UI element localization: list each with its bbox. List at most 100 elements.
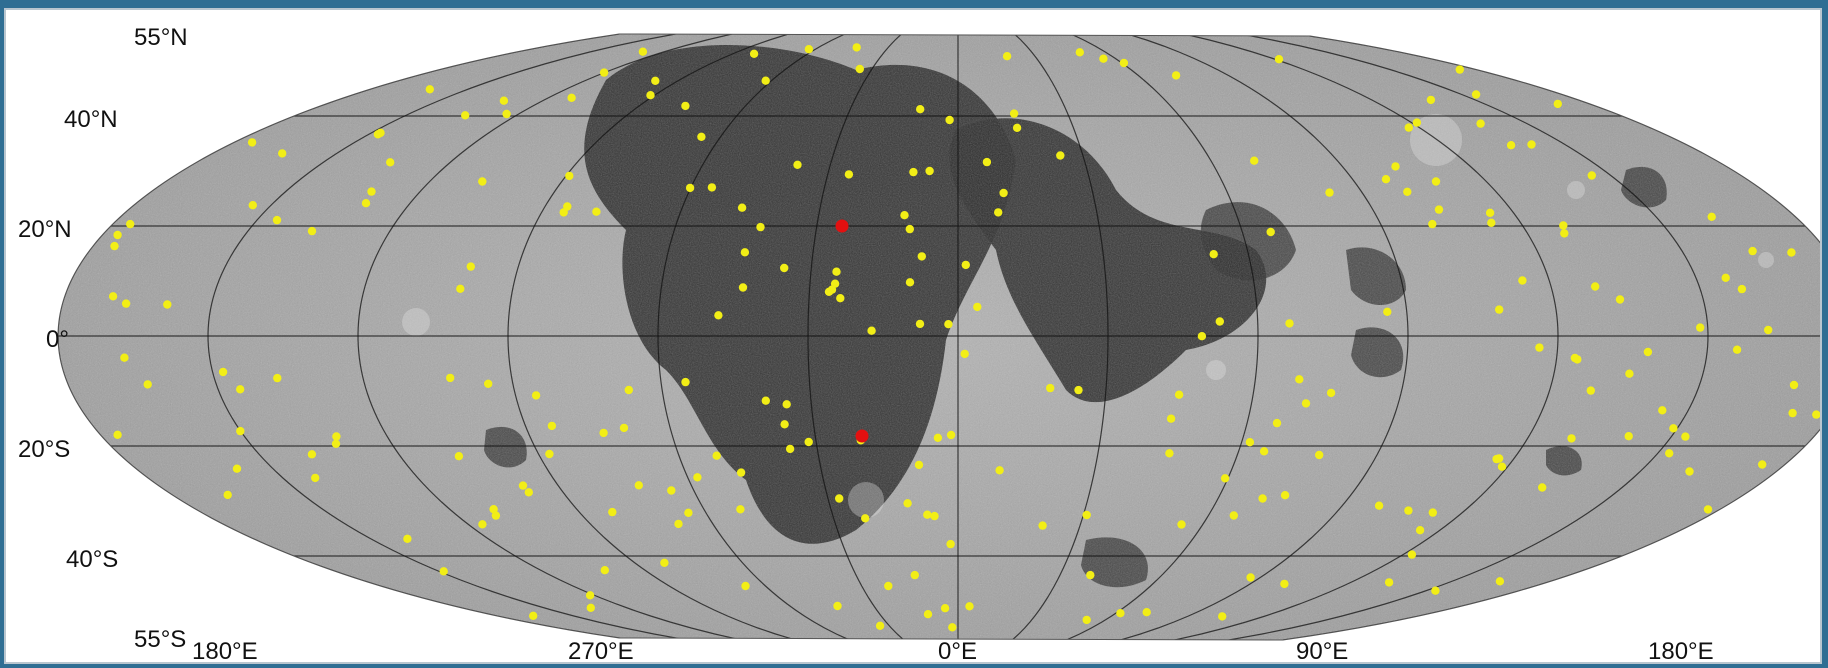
yellow-marker [1428,219,1437,229]
yellow-marker [1250,156,1259,165]
yellow-marker [707,183,717,192]
yellow-marker [1074,385,1083,395]
yellow-marker [836,294,845,303]
yellow-marker [948,623,957,632]
yellow-marker [646,91,655,100]
yellow-marker [1075,48,1085,57]
yellow-marker [608,507,617,517]
yellow-marker [1455,65,1465,74]
yellow-marker [1056,151,1065,160]
yellow-marker [1535,343,1544,352]
yellow-marker [1518,276,1527,285]
yellow-marker [1497,462,1507,471]
yellow-marker [945,115,954,125]
lunar-map [57,33,1820,641]
yellow-marker [923,510,932,519]
lat-label-20s: 20°S [18,436,71,463]
yellow-marker [592,207,601,216]
yellow-marker [332,432,341,441]
yellow-marker [218,367,228,377]
yellow-marker [1495,305,1504,314]
surface-texture [58,34,1820,640]
meridian-line [1120,34,1409,640]
yellow-marker [1259,447,1269,456]
yellow-marker [1142,608,1151,617]
yellow-marker [624,385,633,395]
yellow-marker [1280,579,1289,589]
yellow-marker [491,511,501,520]
yellow-marker [247,138,257,147]
yellow-marker [923,610,933,619]
yellow-marker [835,494,844,503]
yellow-marker [278,149,287,158]
yellow-marker [361,199,371,208]
red-marker [835,219,849,233]
yellow-marker [1573,355,1582,364]
yellow-marker [1721,273,1730,282]
bright-crater [1206,360,1226,380]
yellow-marker [1527,140,1536,149]
yellow-marker [1086,570,1095,580]
yellow-marker [1471,90,1481,99]
yellow-marker [973,302,982,312]
yellow-marker [1431,586,1440,595]
yellow-marker [1553,99,1563,109]
yellow-marker [761,396,770,405]
yellow-marker [1625,369,1634,378]
yellow-marker [785,444,795,454]
bright-crater [402,308,430,336]
yellow-marker [1009,109,1019,118]
yellow-marker [478,177,487,186]
map-outline [57,33,1820,641]
bright-crater [1410,114,1462,166]
yellow-marker [780,263,789,273]
yellow-marker [1707,212,1716,221]
yellow-marker [1615,295,1625,304]
yellow-marker [1229,511,1239,520]
yellow-marker [1415,526,1425,535]
yellow-marker [737,203,747,212]
yellow-marker [1384,578,1394,587]
yellow-marker [638,47,648,56]
yellow-marker [933,433,943,442]
yellow-marker [903,499,912,508]
red-marker [855,429,869,443]
yellow-marker [1407,550,1417,559]
yellow-marker [273,373,282,383]
yellow-marker [223,490,232,500]
yellow-marker [1266,227,1275,237]
yellow-marker [1274,55,1284,64]
marker-layer [108,43,1820,632]
yellow-marker [248,201,257,210]
yellow-marker [824,287,834,296]
yellow-marker [685,183,695,193]
yellow-marker [367,187,376,196]
yellow-marker [1245,438,1255,447]
yellow-marker [1391,162,1400,171]
yellow-marker [1591,282,1600,291]
yellow-marker [660,558,669,567]
yellow-marker [999,188,1008,198]
yellow-marker [439,567,448,576]
yellow-marker [1658,406,1667,415]
yellow-marker [1383,307,1392,316]
yellow-marker [1428,508,1438,517]
yellow-marker [563,202,572,211]
yellow-marker [994,208,1003,217]
bright-crater [848,482,884,518]
yellow-marker [489,505,498,514]
yellow-marker [761,76,770,85]
yellow-marker [232,464,242,473]
yellow-marker [524,488,533,497]
yellow-marker [1285,319,1294,328]
yellow-marker [793,160,802,169]
yellow-marker [403,534,412,543]
yellow-marker [697,132,706,141]
yellow-marker [740,248,750,257]
bright-crater [1758,252,1774,268]
yellow-marker [1586,386,1596,395]
yellow-marker [600,566,609,575]
yellow-marker [1272,418,1282,428]
yellow-marker [1374,501,1384,510]
yellow-marker [454,452,464,461]
